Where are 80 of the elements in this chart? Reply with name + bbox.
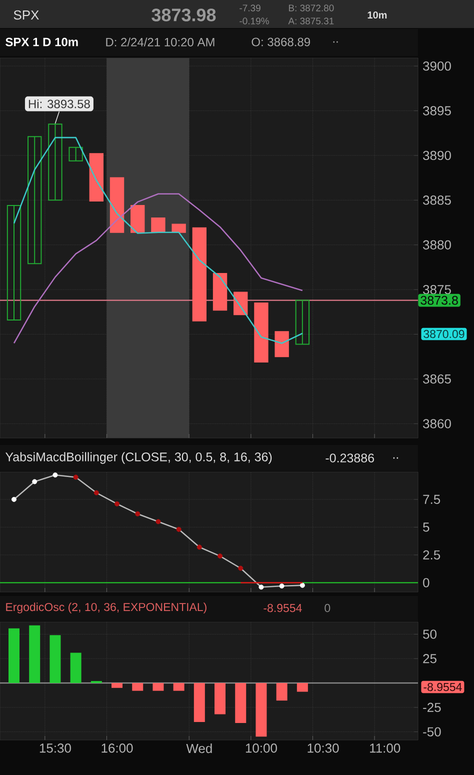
line-series <box>13 193 304 344</box>
candlestick <box>6 205 22 320</box>
chart-title: SPX 1 D 10m <box>6 38 78 46</box>
bar <box>152 683 164 691</box>
x-tick-label: 10:00 <box>246 744 277 753</box>
x-tick-label: 16:00 <box>102 744 133 753</box>
bar <box>194 683 205 722</box>
text: 0 <box>324 604 330 612</box>
chart-subtitle: D: 2/24/21 10:20 AM <box>106 38 214 46</box>
bar <box>296 683 308 692</box>
x-tick-label: 10:30 <box>308 744 339 753</box>
y-tick-label: -50 <box>423 727 441 736</box>
x-tick-label: 11:00 <box>370 744 400 753</box>
chart-title: YabsiMacdBoillinger (CLOSE, 30, 0.5, 8, 16, 36) <box>5 452 272 464</box>
text: B: 3872.80 <box>288 4 334 12</box>
chart-subtitle: -0.23886 <box>326 454 374 462</box>
text: -8.9554 <box>424 682 462 692</box>
y-tick-label: 3860 <box>423 419 451 428</box>
bar <box>50 635 61 684</box>
point <box>73 474 78 480</box>
candlestick <box>295 300 310 345</box>
bar <box>112 683 123 688</box>
y-tick-label: 25 <box>423 654 436 664</box>
x-tick-label: Wed <box>186 744 212 754</box>
bar <box>132 683 144 691</box>
point <box>94 490 99 496</box>
y-tick-label: -25 <box>423 702 441 712</box>
text: -7.39 <box>240 4 260 12</box>
y-tick-label: 3865 <box>423 374 451 384</box>
point <box>218 554 223 559</box>
candlestick <box>151 218 166 233</box>
ref-line-label: 3873.8 <box>420 296 458 305</box>
text: -0.19% <box>240 18 269 24</box>
point <box>279 584 284 589</box>
y-tick-label: 3900 <box>423 61 451 71</box>
chart-title: ErgodicOsc (2, 10, 36, EXPONENTIAL) <box>6 602 206 614</box>
bar <box>214 683 226 714</box>
bar <box>173 683 184 691</box>
text: .. <box>333 41 338 43</box>
y-tick-label: 5 <box>423 522 430 532</box>
bar <box>235 683 246 724</box>
text: .. <box>393 457 398 459</box>
point <box>52 472 58 478</box>
point <box>12 496 17 502</box>
x-tick-label: 15:30 <box>40 744 71 753</box>
text: 3870.09 <box>424 330 464 338</box>
point <box>156 519 161 524</box>
candlestick <box>68 146 83 162</box>
text: O: 3868.89 <box>252 38 310 46</box>
point <box>176 526 182 532</box>
point <box>300 582 305 588</box>
point <box>135 511 140 516</box>
candlestick <box>28 136 42 264</box>
y-tick-label: 3895 <box>423 106 451 116</box>
y-tick-label: 50 <box>423 630 436 639</box>
text: A: 3875.31 <box>288 18 334 24</box>
y-tick-label: 3880 <box>423 240 451 250</box>
point <box>32 479 38 484</box>
y-tick-label: 3890 <box>423 150 451 160</box>
text: 3873.98 <box>152 8 216 22</box>
y-tick-label: 3885 <box>423 196 451 205</box>
line-series <box>13 136 304 344</box>
bar <box>70 652 82 684</box>
y-tick-label: 2.5 <box>423 550 440 560</box>
annotation: Hi: 3893.58 <box>28 99 90 108</box>
y-tick-label: 3875 <box>423 284 451 294</box>
point <box>114 501 120 506</box>
bar <box>256 683 267 737</box>
bar <box>29 625 40 684</box>
text: 10m <box>368 11 387 19</box>
point <box>258 584 264 590</box>
bar <box>8 628 20 684</box>
bar <box>276 683 288 701</box>
y-tick-label: 7.5 <box>423 494 440 504</box>
point <box>238 566 244 571</box>
candlestick <box>48 122 62 201</box>
y-tick-label: 0 <box>423 578 430 588</box>
chart-subtitle: -8.9554 <box>264 604 302 612</box>
text: SPX <box>14 10 39 20</box>
point <box>196 544 202 550</box>
